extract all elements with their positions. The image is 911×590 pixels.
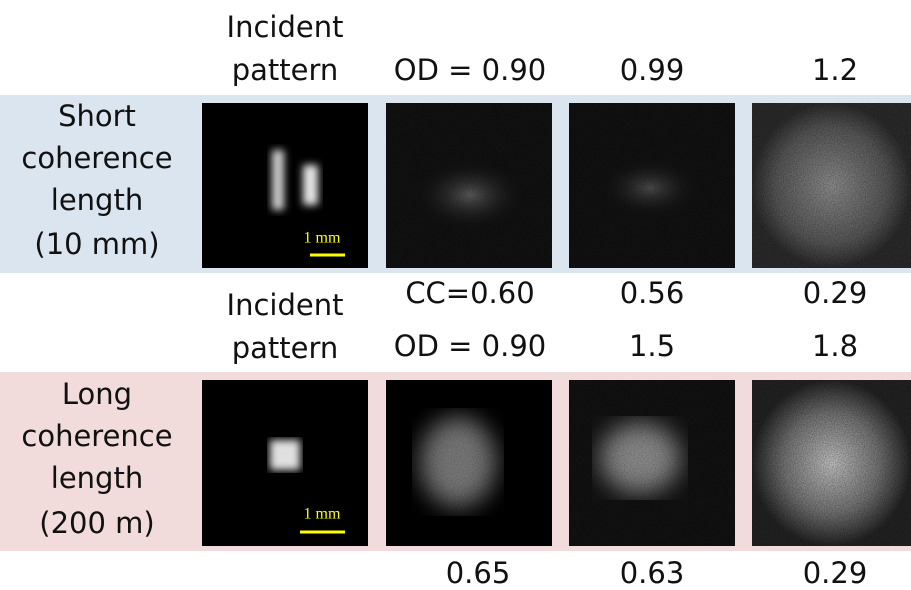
cc-label: 0.29 [803, 556, 868, 590]
row-label: Short [58, 99, 136, 133]
od-label: 1.5 [629, 329, 675, 363]
od-label: OD = 0.90 [394, 329, 546, 363]
od-label: 1.2 [812, 53, 858, 87]
cc-label: CC=0.60 [405, 276, 534, 310]
header: Incident [227, 10, 344, 44]
row-label: Long [62, 377, 132, 411]
row-label: coherence [21, 141, 172, 175]
row-label: length [51, 183, 143, 217]
incident-image-short [202, 103, 368, 268]
od-label: OD = 0.90 [394, 53, 546, 87]
cc-label: 0.65 [446, 556, 511, 590]
incident-image-long [202, 380, 368, 546]
row-label: (10 mm) [34, 227, 159, 261]
od-label: 0.99 [620, 53, 685, 87]
row-label: length [51, 461, 143, 495]
cc-label: 0.29 [803, 276, 868, 310]
cc-label: 0.56 [620, 276, 685, 310]
scale-bar-label: 1 mm [304, 230, 341, 247]
cc-label: 0.63 [620, 556, 685, 590]
header: Incident [227, 288, 344, 322]
image-long-od1 [386, 380, 552, 546]
row-label: coherence [21, 419, 172, 453]
image-long-od3 [752, 380, 911, 546]
image-short-od3 [752, 103, 911, 268]
scale-bar-label: 1 mm [304, 506, 341, 523]
image-short-od2 [569, 103, 735, 268]
row-label: (200 m) [39, 506, 154, 540]
header: pattern [232, 331, 339, 365]
image-long-od2 [569, 380, 735, 546]
image-short-od1 [386, 103, 552, 268]
od-label: 1.8 [812, 329, 858, 363]
header: pattern [232, 53, 339, 87]
